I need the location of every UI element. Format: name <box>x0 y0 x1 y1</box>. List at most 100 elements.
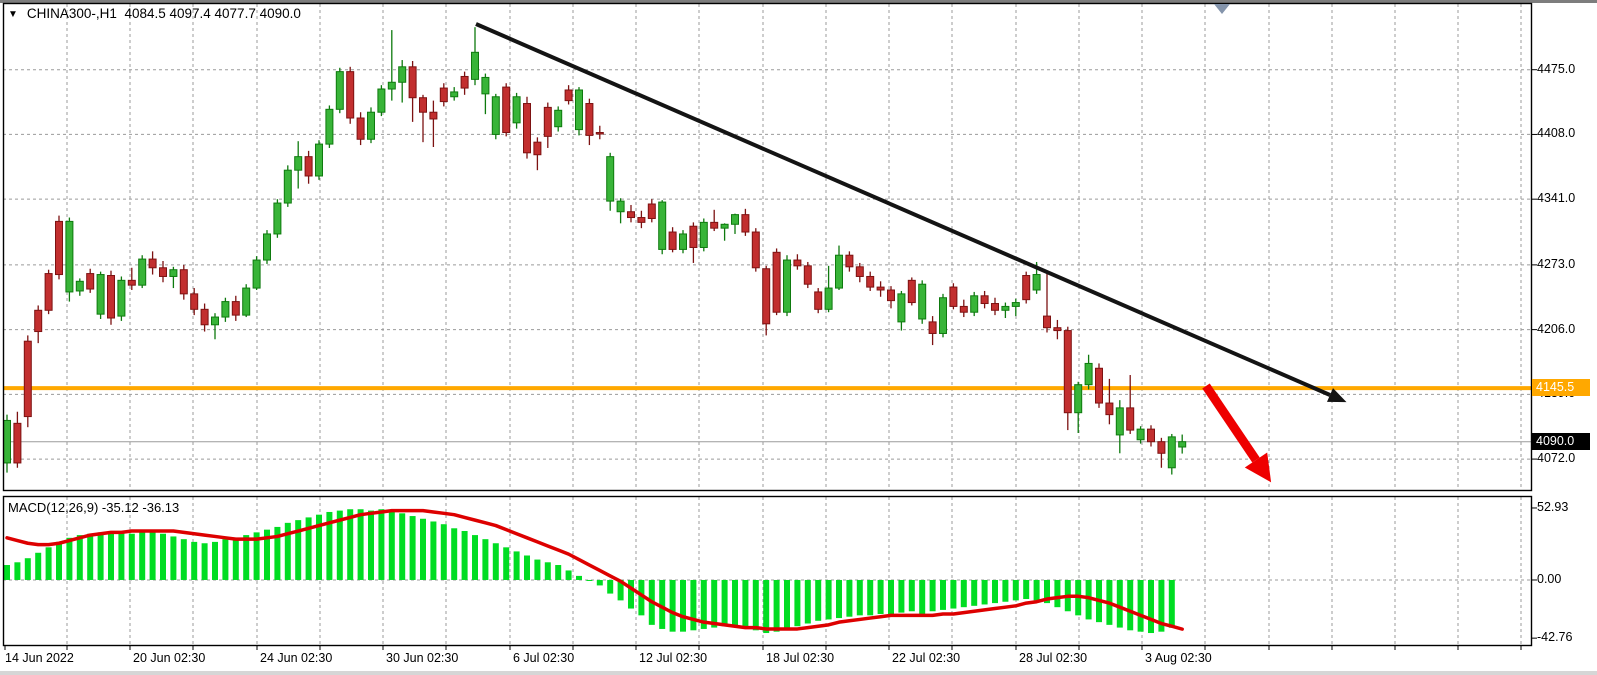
macd-bar <box>128 533 135 580</box>
candle-body <box>835 254 843 289</box>
candle-body <box>55 220 63 276</box>
candle-body <box>491 96 500 135</box>
candle-body <box>637 217 646 223</box>
macd-bar <box>534 559 541 580</box>
macd-bar <box>929 579 936 612</box>
candle-body <box>429 111 438 120</box>
candle-body <box>970 295 979 313</box>
macd-bar <box>960 579 967 608</box>
macd-bar <box>108 531 114 580</box>
macd-bar <box>170 536 177 580</box>
candle-body <box>679 233 687 250</box>
candle-body <box>1115 407 1124 436</box>
macd-bar <box>555 565 562 580</box>
macd-bar <box>784 579 790 629</box>
macd-bar <box>399 513 406 580</box>
macd-bar <box>659 579 666 629</box>
main-panel-border <box>2 2 1533 492</box>
candle-body <box>96 274 105 315</box>
macd-bar <box>690 579 697 631</box>
macd-bar <box>638 579 645 616</box>
candle-body <box>335 71 344 110</box>
macd-bar <box>461 531 468 580</box>
macd-bar <box>596 579 603 586</box>
macd-bar <box>295 520 302 580</box>
candle-body <box>991 303 999 311</box>
candle-body <box>75 280 84 292</box>
candle-body <box>585 103 594 136</box>
candle-body <box>481 76 490 95</box>
candle-body <box>117 279 126 317</box>
candle-body <box>439 87 448 103</box>
macd-bar <box>732 579 738 627</box>
candle-body <box>1022 275 1031 301</box>
macd-bar <box>669 579 676 632</box>
candle-body <box>294 156 303 171</box>
macd-bar <box>981 579 988 605</box>
candle-body <box>824 287 833 310</box>
macd-bar <box>274 526 281 580</box>
candle-body <box>325 108 334 145</box>
candle-body <box>543 106 552 137</box>
candle-body <box>34 309 43 333</box>
macd-bar <box>1158 579 1165 632</box>
macd-bar <box>773 579 780 632</box>
candle-body <box>939 297 947 334</box>
macd-bar <box>856 579 863 616</box>
candle-body <box>315 143 323 177</box>
candle-body <box>647 203 656 219</box>
one-click-trading-toggle-icon[interactable]: ▼ <box>8 9 18 20</box>
chart-shift-marker[interactable] <box>1214 4 1230 14</box>
macd-bar <box>316 514 322 580</box>
macd-bar <box>950 579 957 609</box>
gridlines <box>3 4 1531 645</box>
candle-body <box>211 316 219 326</box>
macd-bar <box>752 579 759 631</box>
candle-body <box>450 91 459 98</box>
macd-bar <box>1012 579 1019 601</box>
macd-bar <box>35 552 42 580</box>
macd-bar <box>232 537 239 580</box>
macd-bar <box>87 533 94 580</box>
macd-bar <box>212 541 218 580</box>
candlestick-series <box>3 27 1187 475</box>
candle-body <box>897 293 906 323</box>
macd-bar <box>440 524 447 580</box>
candle-body <box>242 287 251 316</box>
breakdown-red-arrow[interactable] <box>1202 383 1272 483</box>
macd-bar <box>742 579 749 628</box>
macd-indicator-label: MACD(12,26,9) -35.12 -36.13 <box>8 500 180 515</box>
macd-bar <box>24 558 31 580</box>
candle-body <box>1001 305 1010 311</box>
macd-bar <box>492 543 499 580</box>
trendline-arrow[interactable] <box>475 22 1347 403</box>
candle-body <box>668 231 677 250</box>
macd-bar <box>1137 579 1144 632</box>
macd-bar <box>1116 579 1123 628</box>
candle-body <box>554 109 563 128</box>
macd-bar <box>815 579 822 621</box>
macd-bar <box>284 522 291 580</box>
candle-body <box>190 293 199 310</box>
candle-body <box>3 419 11 464</box>
macd-bar <box>908 579 915 612</box>
candle-body <box>512 96 521 124</box>
window-top-edge <box>0 0 1597 3</box>
candle-body <box>408 66 417 99</box>
candle-body <box>387 81 396 90</box>
candle-body <box>1105 402 1114 416</box>
candle-body <box>866 275 875 288</box>
macd-bar <box>160 533 166 580</box>
candle-body <box>419 97 427 113</box>
macd-bar <box>898 579 905 613</box>
candle-body <box>575 89 583 131</box>
macd-signal-line <box>5 508 1184 631</box>
candle-body <box>179 269 188 295</box>
candle-body <box>283 169 292 204</box>
macd-bar <box>243 535 250 580</box>
candle-body <box>741 214 750 233</box>
candle-body <box>1157 441 1166 454</box>
candle-body <box>44 273 53 311</box>
candle-body <box>949 286 958 307</box>
